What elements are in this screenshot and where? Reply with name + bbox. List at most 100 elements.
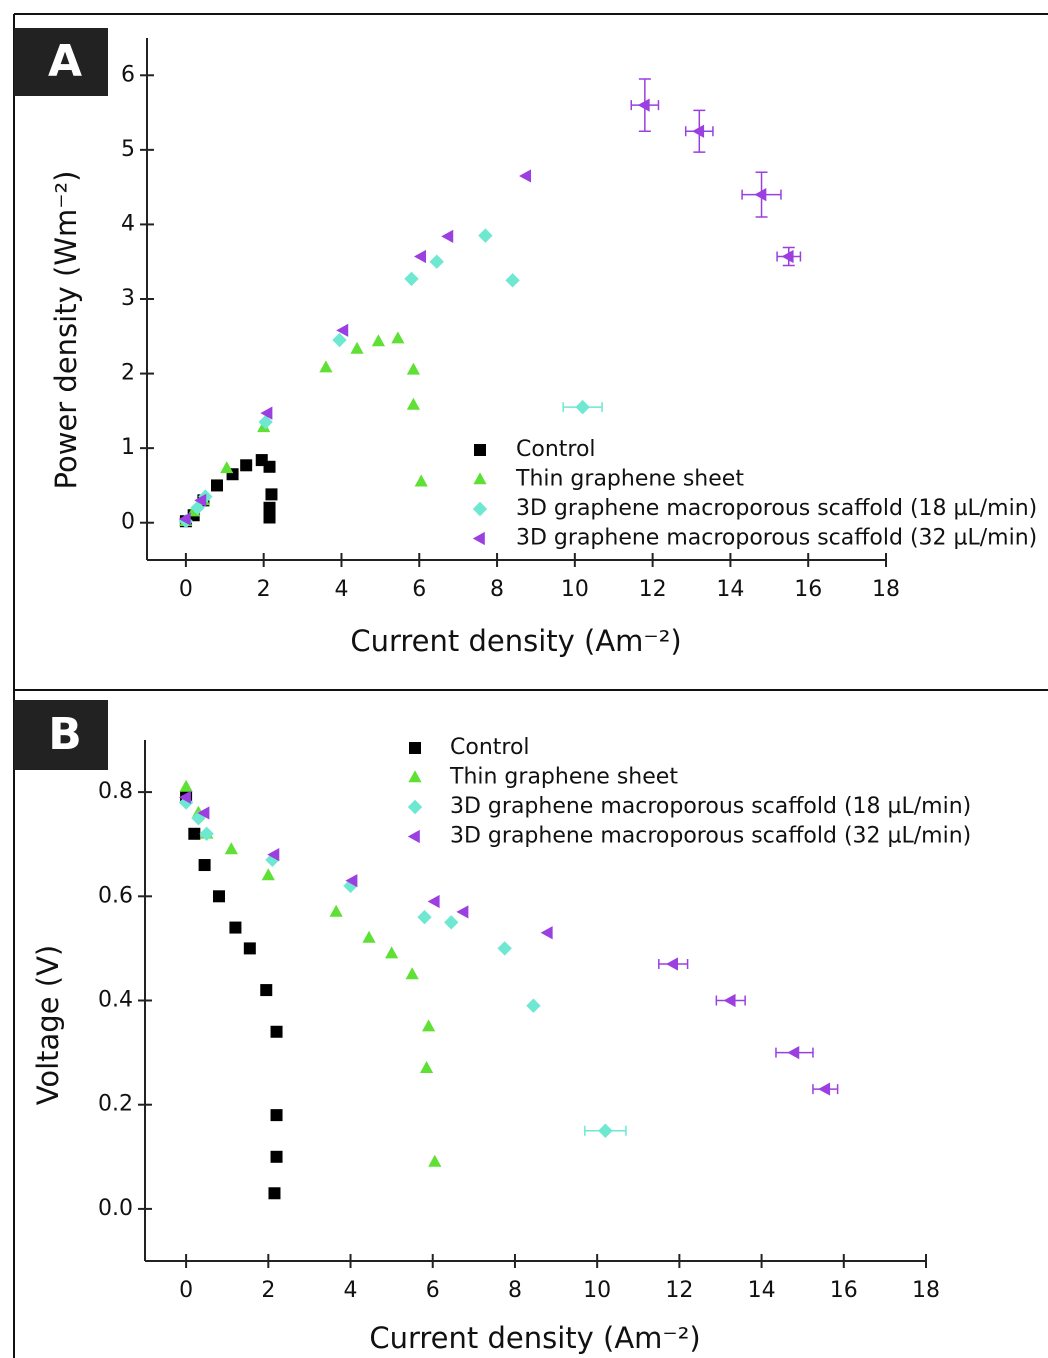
legend-marker [473, 472, 487, 485]
marker [385, 946, 399, 959]
marker [270, 1109, 283, 1122]
marker [265, 852, 280, 868]
marker [422, 1019, 436, 1032]
y-tick-label: 2 [121, 361, 135, 386]
marker [240, 459, 253, 472]
marker [419, 1061, 434, 1074]
legend-label: 3D graphene macroporous scaffold (18 µL/… [450, 794, 971, 819]
marker [428, 1154, 442, 1167]
marker [270, 1025, 283, 1038]
marker [598, 1123, 613, 1138]
y-tick-label: 0.4 [98, 988, 133, 1013]
x-tick-label: 8 [508, 1278, 522, 1303]
legend-label: Thin graphene sheet [515, 467, 744, 492]
panel-label: A [48, 36, 82, 87]
marker [319, 360, 333, 373]
marker [456, 905, 469, 919]
marker [444, 915, 459, 930]
y-axis-title: Voltage (V) [31, 945, 65, 1105]
x-tick-label: 14 [716, 577, 744, 602]
marker [787, 1046, 800, 1060]
marker [526, 998, 541, 1013]
y-tick-label: 0.6 [98, 883, 133, 908]
marker [350, 341, 364, 354]
y-tick-label: 0.2 [98, 1092, 133, 1117]
marker [414, 249, 427, 264]
marker [270, 1150, 283, 1163]
marker [818, 1082, 831, 1096]
marker [197, 806, 210, 820]
x-tick-label: 12 [639, 577, 667, 602]
marker [692, 124, 705, 138]
legend-label: Control [450, 735, 530, 760]
panel-label-box [14, 28, 108, 96]
marker [406, 362, 421, 375]
marker [190, 500, 205, 515]
marker [429, 254, 444, 269]
y-tick-label: 0.0 [98, 1196, 133, 1221]
x-tick-label: 14 [748, 1278, 776, 1303]
marker [243, 942, 256, 955]
x-tick-label: 2 [257, 577, 271, 602]
x-tick-label: 16 [830, 1278, 858, 1303]
x-tick-label: 12 [665, 1278, 693, 1303]
marker [637, 98, 650, 112]
marker [391, 331, 405, 344]
marker [220, 461, 234, 474]
marker [265, 488, 278, 501]
marker [414, 474, 428, 487]
y-tick-label: 4 [121, 211, 135, 236]
legend-label: 3D graphene macroporous scaffold (32 µL/… [516, 526, 1037, 551]
marker [267, 848, 280, 862]
x-tick-label: 16 [794, 577, 822, 602]
x-tick-label: 4 [334, 577, 348, 602]
x-tick-label: 10 [583, 1278, 611, 1303]
y-tick-label: 5 [121, 137, 135, 162]
x-tick-label: 0 [179, 1278, 193, 1303]
legend-marker [472, 531, 485, 546]
legend-marker [407, 829, 420, 844]
marker [754, 188, 767, 202]
marker [575, 399, 590, 415]
marker [519, 169, 532, 183]
y-tick-label: 0.8 [98, 779, 133, 804]
marker [371, 334, 386, 347]
y-tick-label: 6 [121, 62, 135, 87]
marker [260, 984, 273, 997]
x-axis-title: Current density (Am⁻²) [350, 624, 681, 658]
legend-label: Control [516, 437, 596, 462]
marker [263, 501, 276, 514]
marker [505, 273, 520, 288]
marker [191, 810, 206, 826]
x-tick-label: 18 [872, 577, 900, 602]
marker [211, 479, 224, 492]
marker [332, 332, 347, 348]
marker [268, 1187, 281, 1200]
marker [405, 967, 419, 980]
y-tick-label: 3 [121, 286, 135, 311]
x-tick-label: 6 [426, 1278, 440, 1303]
x-tick-label: 4 [344, 1278, 358, 1303]
x-tick-label: 0 [179, 577, 193, 602]
y-tick-label: 0 [121, 510, 135, 535]
marker [336, 323, 349, 337]
marker [540, 926, 553, 940]
marker [258, 414, 273, 430]
legend-marker [474, 444, 486, 456]
marker [404, 271, 419, 287]
legend-label: 3D graphene macroporous scaffold (32 µL/… [450, 824, 971, 849]
marker [781, 249, 794, 264]
legend-marker [408, 770, 422, 783]
panel-label-box [14, 700, 108, 770]
marker [345, 874, 358, 888]
marker [723, 993, 736, 1008]
marker [406, 397, 421, 410]
marker [478, 228, 493, 243]
marker [224, 842, 238, 855]
marker [260, 406, 273, 420]
marker [329, 904, 343, 917]
marker [198, 859, 211, 872]
marker [212, 890, 225, 903]
x-tick-label: 18 [912, 1278, 940, 1303]
